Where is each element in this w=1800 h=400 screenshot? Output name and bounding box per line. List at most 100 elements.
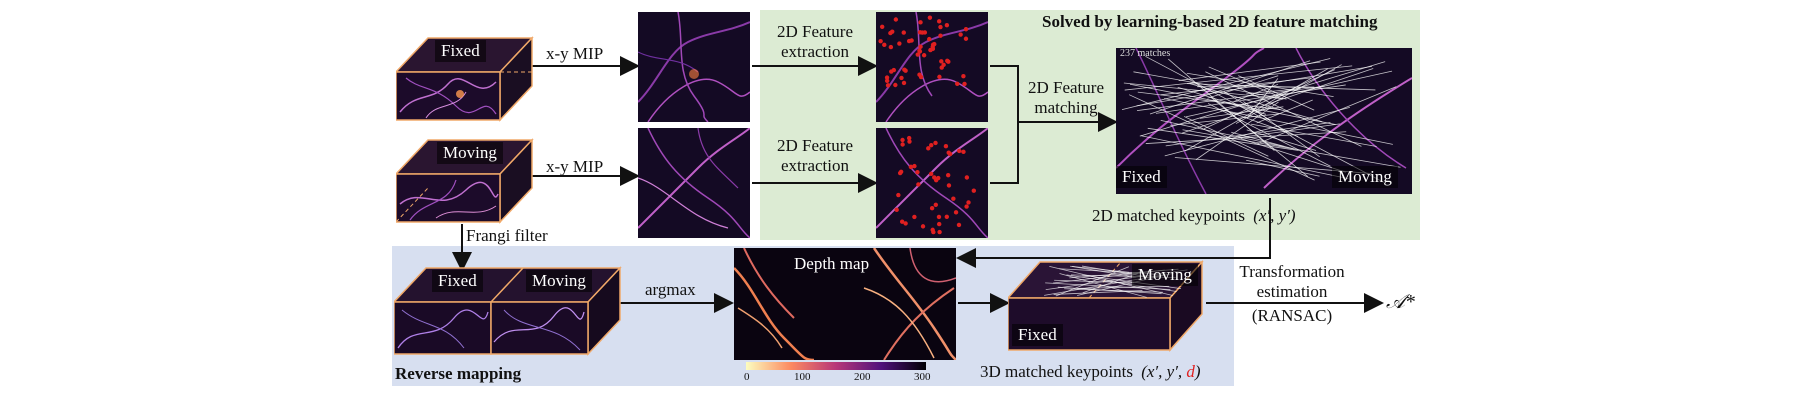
filtered-fixed-label: Fixed xyxy=(432,270,483,292)
keypoint-dot xyxy=(878,38,883,44)
keypoint-dot xyxy=(955,81,960,86)
feature-matching-label: 2D Feature matching xyxy=(1027,78,1104,117)
keypoint-dot xyxy=(884,75,890,80)
mip-label-moving: x-y MIP xyxy=(546,157,604,176)
keypoint-dot xyxy=(963,27,969,32)
match-line xyxy=(1257,86,1397,145)
keypoint-dot xyxy=(933,202,939,207)
kp3d-math-post: ) xyxy=(1194,362,1201,381)
match-line xyxy=(1207,75,1279,99)
match-line xyxy=(1203,69,1335,130)
keypoint-dot xyxy=(920,30,925,35)
matching-result-image: 237 matches Fixed Moving xyxy=(1116,48,1412,194)
frangi-filter-label: Frangi filter xyxy=(466,226,548,245)
match-line xyxy=(1140,135,1349,179)
keypoint-dot xyxy=(938,33,943,38)
keypoint-dot xyxy=(938,24,943,30)
match-line xyxy=(1208,66,1279,97)
match-line xyxy=(1195,101,1279,161)
keypoint-dot xyxy=(902,67,907,72)
match-line xyxy=(1123,82,1284,100)
match-line xyxy=(1243,101,1320,158)
keypoint-dot xyxy=(971,188,977,193)
keypoint-dot xyxy=(961,74,966,79)
match-line xyxy=(1246,129,1317,151)
match-line-3d xyxy=(1072,266,1136,278)
keypoint-dot xyxy=(937,74,942,80)
keypoint-dot xyxy=(912,163,917,169)
kp2d-label: 2D matched keypoints (x′, y′) xyxy=(1092,206,1296,226)
keypoint-dot xyxy=(951,196,956,201)
fixed-volume-box xyxy=(396,36,534,122)
kp3d-label: 3D matched keypoints (x′, y′, d) xyxy=(980,362,1201,382)
keypoint-dot xyxy=(893,82,898,88)
keypoint-dot xyxy=(946,183,952,188)
match-line-3d xyxy=(1045,282,1171,290)
box3d-moving-label: Moving xyxy=(1132,264,1198,286)
match-line xyxy=(1246,159,1320,177)
keypoint-dot xyxy=(890,29,895,34)
colorbar-tick: 100 xyxy=(794,371,811,383)
match-line-3d xyxy=(1066,274,1177,292)
depth-colorbar xyxy=(746,362,926,370)
keypoint-dot xyxy=(906,38,912,44)
match-line xyxy=(1189,83,1323,123)
match-line xyxy=(1207,103,1331,167)
match-line xyxy=(1136,85,1325,112)
kp3d-math-pre: (x′, y′, xyxy=(1141,362,1187,381)
keypoint-dot xyxy=(945,58,950,64)
keypoint-dot xyxy=(901,80,907,86)
keypoint-dot xyxy=(926,146,931,151)
kp3d-label-text: 3D matched keypoints xyxy=(980,362,1133,381)
keypoint-dot xyxy=(958,32,963,37)
keypoint-dot xyxy=(918,44,923,49)
keypoint-dot xyxy=(941,62,946,68)
match-line xyxy=(1128,94,1315,181)
depth-map-image: Depth map xyxy=(734,248,956,360)
keypoint-dot xyxy=(929,205,935,211)
moving-box-label: Moving xyxy=(437,142,503,164)
colorbar-tick: 0 xyxy=(744,371,750,383)
filtered-moving-label: Moving xyxy=(526,270,592,292)
keypoint-dot xyxy=(927,15,933,20)
colorbar-ticks: 0 100 200 300 xyxy=(744,371,931,385)
keypoint-dot xyxy=(920,224,926,229)
match-line-3d xyxy=(1049,265,1173,296)
keypoint-dot xyxy=(903,221,908,226)
match-line-3d xyxy=(1077,285,1170,289)
transform-line1: Transformation xyxy=(1239,262,1345,281)
keypoint-dot xyxy=(906,135,912,141)
keypoint-dot xyxy=(944,214,950,220)
merge-bracket xyxy=(990,65,1019,184)
feat-extraction-label-fixed: 2D Feature extraction xyxy=(776,22,853,61)
match-line xyxy=(1136,65,1373,107)
moving-mip-image xyxy=(638,128,750,238)
keypoint-dot xyxy=(915,52,920,57)
keypoint-dot xyxy=(885,83,891,88)
keypoint-dot xyxy=(897,41,902,46)
moving-keypoints-image xyxy=(876,128,988,238)
keypoint-dot xyxy=(928,171,934,177)
keypoint-dot xyxy=(921,53,927,58)
keypoint-dot xyxy=(918,74,924,80)
keypoint-dot xyxy=(930,46,936,52)
keypoint-dot xyxy=(937,229,942,235)
keypoint-dot xyxy=(956,222,962,228)
keypoint-dot xyxy=(944,23,950,28)
kp2d-label-text: 2D matched keypoints xyxy=(1092,206,1245,225)
keypoint-dot xyxy=(943,144,949,149)
matching-moving-label: Moving xyxy=(1332,166,1398,188)
matching-fixed-label: Fixed xyxy=(1116,166,1167,188)
colorbar-tick: 200 xyxy=(854,371,871,383)
keypoint-dot xyxy=(893,17,899,22)
keypoint-dot xyxy=(899,75,904,81)
keypoint-dot xyxy=(927,36,932,42)
keypoint-dot xyxy=(916,182,921,187)
fixed-mip-image xyxy=(638,12,750,122)
keypoint-dot xyxy=(963,36,969,41)
match-line-3d xyxy=(1054,279,1134,284)
keypoints-return-arrow xyxy=(956,198,1271,268)
argmax-label: argmax xyxy=(645,280,696,299)
match-line xyxy=(1184,68,1328,152)
